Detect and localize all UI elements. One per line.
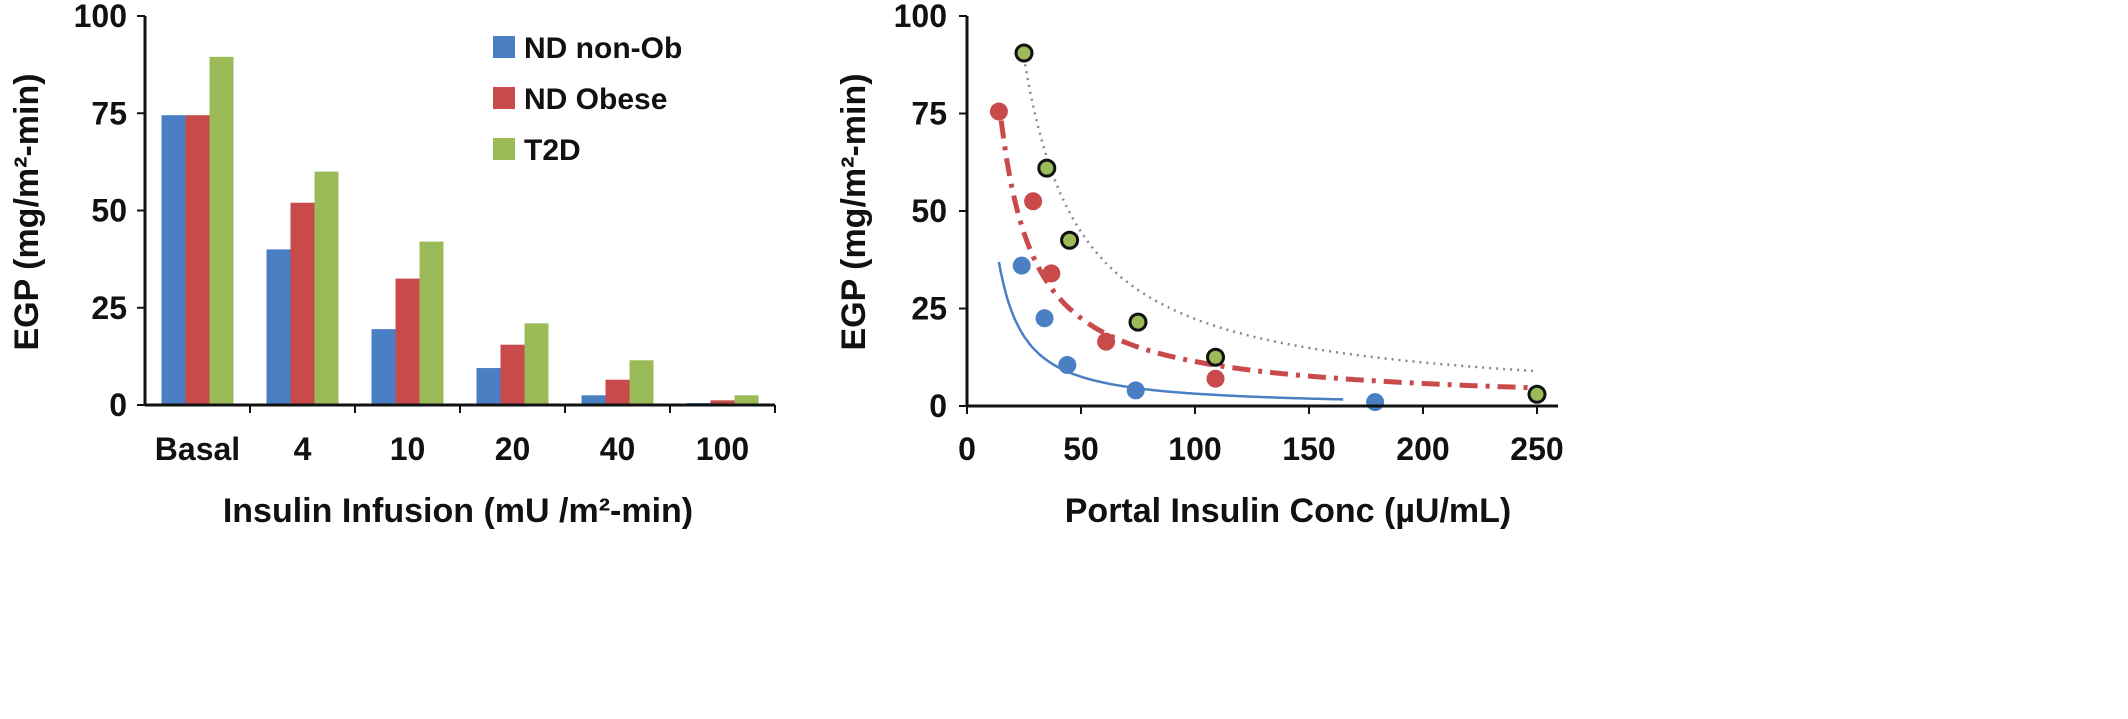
scatter-y-tick-75: 75 — [911, 96, 947, 132]
scatter-point-s2-5 — [1527, 384, 1547, 404]
bar-nd-non-ob-4 — [266, 249, 291, 405]
bar-nd-non-ob-basal — [161, 115, 186, 405]
bar-t2d-20 — [524, 323, 549, 405]
scatter-point-s1-0 — [989, 102, 1008, 121]
legend-swatch-nd-non-ob — [493, 36, 515, 58]
scatter-point-s1-2 — [1042, 264, 1061, 283]
bar-y-axis-label: EGP (mg/m²-min) — [8, 73, 46, 350]
legend-label-nd-non-ob: ND non-Ob — [524, 32, 682, 65]
scatter-point-s2-0 — [1014, 43, 1034, 63]
bar-nd-obese-40 — [605, 379, 630, 405]
bar-nd-non-ob-20 — [476, 368, 501, 405]
scatter-point-s1-1 — [1024, 192, 1043, 211]
bar-t2d-10 — [419, 241, 444, 405]
scatter-x-tick-250: 250 — [1510, 431, 1563, 467]
scatter-y-tick-25: 25 — [911, 291, 947, 327]
scatter-fit-line-0 — [997, 261, 1344, 401]
bar-nd-obese-20 — [500, 344, 525, 405]
bar-nd-obese-100 — [710, 400, 735, 405]
bar-y-tick-50: 50 — [91, 193, 127, 229]
scatter-point-s1-3 — [1097, 332, 1116, 351]
scatter-x-tick-0: 0 — [958, 431, 976, 467]
scatter-point-s0-2 — [1058, 356, 1077, 375]
bar-y-tick-25: 25 — [91, 290, 127, 326]
scatter-point-s0-0 — [1012, 256, 1031, 275]
bar-nd-obese-basal — [185, 115, 210, 405]
legend-swatch-t2d — [493, 138, 515, 160]
scatter-point-s0-1 — [1035, 309, 1054, 328]
scatter-x-tick-50: 50 — [1063, 431, 1099, 467]
scatter-point-s2-2 — [1060, 230, 1080, 250]
bar-chart: 0 25 50 75 100 Basal 4 10 20 40 100 EGP (mg/m²-mi… — [8, 0, 776, 530]
legend-label-t2d: T2D — [524, 134, 581, 167]
scatter-fit-line-1 — [998, 120, 1533, 391]
scatter-point-s1-4 — [1206, 369, 1225, 388]
bar-t2d-100 — [734, 395, 759, 405]
bar-nd-non-ob-10 — [371, 329, 396, 405]
bar-x-tick-basal: Basal — [155, 431, 240, 467]
bar-x-tick-10: 10 — [390, 431, 426, 467]
bar-y-tick-75: 75 — [91, 95, 127, 131]
bar-y-tick-100: 100 — [74, 0, 127, 34]
bar-nd-non-ob-40 — [581, 395, 606, 405]
scatter-y-tick-0: 0 — [929, 388, 947, 424]
scatter-y-tick-100: 100 — [894, 0, 947, 34]
bar-y-ticks: 0 25 50 75 100 — [74, 0, 145, 423]
scatter-x-ticks: 0 50 100 150 200 250 — [958, 406, 1564, 467]
scatter-plot-area — [989, 43, 1547, 412]
scatter-x-axis-label: Portal Insulin Conc (µU/mL) — [1065, 492, 1511, 530]
scatter-x-tick-100: 100 — [1168, 431, 1221, 467]
scatter-fit-line-2 — [1021, 50, 1538, 373]
bar-t2d-40 — [629, 360, 654, 405]
scatter-point-s2-4 — [1206, 347, 1226, 367]
scatter-point-s2-3 — [1128, 312, 1148, 332]
scatter-x-tick-150: 150 — [1282, 431, 1335, 467]
bar-x-axis-label: Insulin Infusion (mU /m²-min) — [223, 492, 693, 530]
scatter-point-s0-3 — [1126, 381, 1145, 400]
legend-label-nd-obese: ND Obese — [524, 83, 667, 116]
bar-t2d-4 — [314, 171, 339, 405]
bar-x-tick-4: 4 — [294, 431, 312, 467]
bar-x-tick-20: 20 — [495, 431, 531, 467]
bar-nd-obese-10 — [395, 278, 420, 405]
scatter-y-axis-label: EGP (mg/m²-min) — [835, 73, 873, 350]
scatter-y-tick-50: 50 — [911, 193, 947, 229]
legend-swatch-nd-obese — [493, 87, 515, 109]
bar-x-tick-100: 100 — [696, 431, 749, 467]
scatter-y-ticks: 0 25 50 75 100 — [894, 0, 967, 424]
bar-plot-area — [161, 56, 759, 405]
scatter-chart: 0 25 50 75 100 0 50 100 150 200 250 EGP (mg/m²-mi… — [835, 0, 1564, 530]
bar-y-tick-0: 0 — [109, 387, 127, 423]
bar-nd-obese-4 — [290, 202, 315, 405]
bar-legend: ND non-Ob ND Obese T2D — [493, 32, 682, 167]
scatter-point-s2-1 — [1037, 158, 1057, 178]
scatter-x-tick-200: 200 — [1396, 431, 1449, 467]
scatter-point-s0-4 — [1366, 393, 1385, 412]
bar-t2d-basal — [209, 56, 234, 405]
bar-x-ticks: Basal 4 10 20 40 100 — [155, 405, 776, 467]
bar-x-tick-40: 40 — [600, 431, 636, 467]
